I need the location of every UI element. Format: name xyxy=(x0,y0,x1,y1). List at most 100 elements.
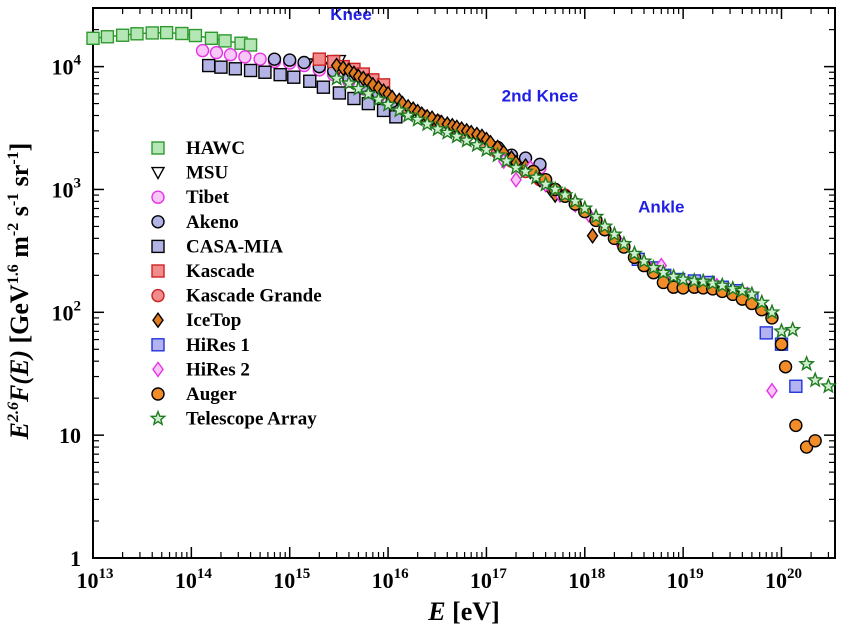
data-point xyxy=(510,171,522,188)
legend-label: MSU xyxy=(186,163,229,184)
x-tick-label: 1020 xyxy=(765,566,802,593)
data-point xyxy=(635,252,653,269)
data-point xyxy=(145,26,159,40)
data-point xyxy=(201,58,216,73)
data-point xyxy=(556,186,574,203)
series-hawc xyxy=(86,25,258,52)
data-point xyxy=(576,199,594,216)
data-point xyxy=(704,274,722,291)
data-point xyxy=(214,60,228,74)
legend-label: Tibet xyxy=(186,187,230,208)
legend-label: IceTop xyxy=(186,310,241,331)
data-point xyxy=(587,207,605,225)
data-point xyxy=(218,34,232,48)
data-point xyxy=(316,80,331,94)
data-point xyxy=(477,140,495,158)
data-point xyxy=(458,131,476,148)
series-telescope-array xyxy=(328,69,837,394)
legend-label: Auger xyxy=(186,384,237,405)
x-axis-label: E [eV] xyxy=(427,597,499,626)
annotation-label: 2nd Knee xyxy=(502,87,579,106)
data-point xyxy=(399,106,417,123)
series-casa-mia xyxy=(201,58,403,124)
legend-marker xyxy=(149,409,167,426)
data-point xyxy=(228,62,243,76)
data-point xyxy=(759,326,773,340)
data-layer xyxy=(86,25,837,454)
data-point xyxy=(665,267,683,284)
data-point xyxy=(115,28,130,42)
data-point xyxy=(654,263,673,281)
data-point xyxy=(243,63,258,78)
legend: HAWC MSU Tibet Akeno CASA-MIA Kascade Kascade … xyxy=(149,138,322,430)
legend-marker xyxy=(151,264,165,278)
data-point xyxy=(438,123,456,140)
data-point xyxy=(766,382,778,399)
data-point xyxy=(645,258,663,276)
data-point xyxy=(789,379,803,393)
data-point xyxy=(347,91,361,106)
data-point xyxy=(527,168,545,185)
data-point xyxy=(303,74,317,88)
data-point xyxy=(130,27,144,41)
legend-marker xyxy=(151,338,165,352)
legend-marker xyxy=(151,215,165,229)
data-point xyxy=(774,337,789,351)
legend-label: Kascade Grande xyxy=(186,286,322,307)
data-point xyxy=(418,115,436,132)
legend-label: HiRes 2 xyxy=(186,359,250,380)
y-tick-label: 1 xyxy=(70,546,81,571)
legend-label: Telescope Array xyxy=(186,409,317,430)
data-point xyxy=(223,48,238,62)
plot-frame xyxy=(92,7,836,559)
data-point xyxy=(489,146,507,163)
data-point xyxy=(806,371,824,388)
data-point xyxy=(674,270,692,287)
data-point xyxy=(159,25,174,40)
legend-marker xyxy=(151,387,165,401)
plot-border xyxy=(92,7,836,559)
data-point xyxy=(566,192,584,209)
data-point xyxy=(359,84,377,102)
data-point xyxy=(625,244,643,262)
data-point xyxy=(772,322,790,339)
legend-label: Kascade xyxy=(186,261,255,282)
data-point xyxy=(778,360,793,374)
data-point xyxy=(694,272,712,289)
axis-ticks: 1013 1014 1015 1016 1017 1018 1019 1020 1 10 102 10… xyxy=(52,7,835,593)
data-point xyxy=(390,101,408,118)
series-hires-2 xyxy=(497,152,778,399)
data-point xyxy=(596,217,614,234)
data-point xyxy=(258,65,272,79)
data-point xyxy=(798,354,816,372)
legend-marker xyxy=(151,239,165,254)
data-point xyxy=(497,152,516,169)
data-point xyxy=(409,110,427,127)
data-point xyxy=(784,320,802,338)
data-point xyxy=(238,50,252,64)
data-point xyxy=(615,235,633,252)
data-point xyxy=(287,70,301,84)
y-tick-label: 103 xyxy=(52,175,82,202)
data-point xyxy=(86,31,100,46)
y-tick-label: 104 xyxy=(52,53,82,80)
legend-marker xyxy=(151,141,165,155)
legend-marker xyxy=(150,166,166,181)
x-tick-label: 1018 xyxy=(568,566,605,593)
data-point xyxy=(297,55,311,70)
legend-marker xyxy=(151,288,165,303)
data-point xyxy=(100,30,115,44)
legend-marker xyxy=(152,361,164,378)
y-tick-label: 10 xyxy=(59,423,81,448)
data-point xyxy=(175,26,189,41)
x-tick-label: 1013 xyxy=(77,566,114,593)
data-point xyxy=(507,158,525,176)
x-tick-label: 1015 xyxy=(273,566,310,593)
x-tick-label: 1016 xyxy=(372,566,410,593)
data-point xyxy=(605,225,623,242)
x-tick-label: 1019 xyxy=(667,566,704,593)
data-point xyxy=(243,38,258,52)
legend-label: Akeno xyxy=(186,212,239,233)
data-point xyxy=(328,69,346,86)
